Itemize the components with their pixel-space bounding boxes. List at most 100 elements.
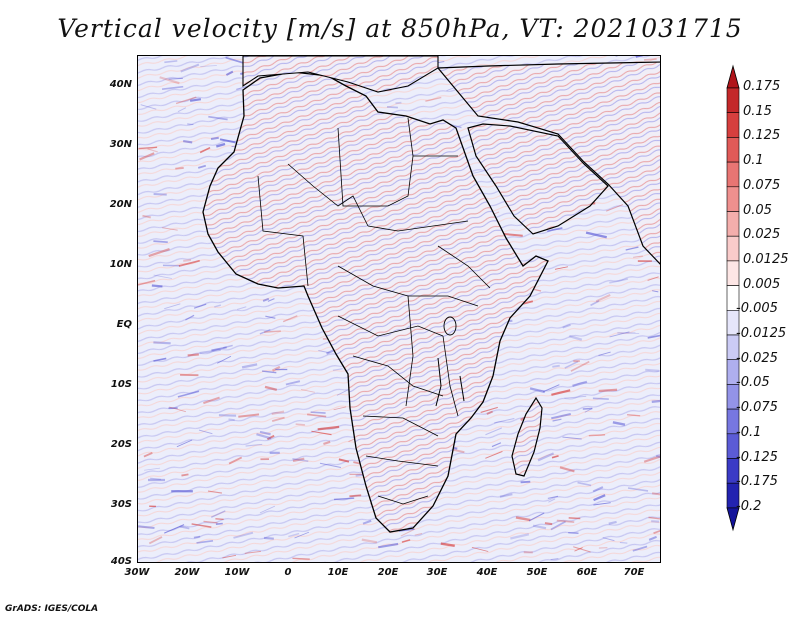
velocity-streak (193, 303, 207, 309)
velocity-streak (647, 334, 660, 339)
colorbar-tick-label: -0.025 (736, 350, 778, 366)
velocity-streak (211, 346, 227, 352)
velocity-streak (562, 436, 582, 440)
velocity-streak (266, 434, 275, 441)
velocity-streak (564, 360, 579, 369)
colorbar-swatch (726, 87, 740, 114)
velocity-streak (264, 385, 278, 391)
velocity-streak (491, 442, 502, 448)
velocity-streak (236, 306, 247, 310)
velocity-streak (598, 351, 611, 356)
velocity-streak (211, 510, 226, 518)
chart-title: Vertical velocity [m/s] at 850hPa, VT: 2… (57, 14, 743, 43)
velocity-streak (510, 533, 530, 540)
lon-label: 30E (426, 567, 448, 578)
velocity-streak (267, 298, 275, 302)
velocity-streak (282, 315, 298, 323)
velocity-streak (147, 148, 158, 153)
velocity-streak (310, 411, 326, 414)
velocity-streak (552, 418, 562, 422)
velocity-streak (153, 274, 172, 279)
velocity-streak (378, 542, 399, 549)
colorbar-tick-label: 0.05 (743, 202, 772, 218)
velocity-streak (494, 417, 515, 424)
velocity-streak (178, 259, 200, 267)
colorbar-swatch (726, 112, 740, 138)
velocity-streak (271, 416, 285, 422)
velocity-streak (183, 259, 192, 262)
lon-label: 40E (476, 567, 498, 578)
colorbar-tick-label: 0.005 (743, 276, 781, 292)
velocity-streak (515, 516, 531, 522)
lat-label: 40N (109, 79, 132, 90)
velocity-streak (203, 520, 218, 524)
velocity-streak (386, 106, 398, 109)
colorbar-tick-label: -0.075 (736, 400, 778, 416)
velocity-streak (225, 70, 234, 76)
velocity-streak (162, 227, 178, 231)
map-panel[interactable] (137, 55, 661, 563)
colorbar-swatches (726, 64, 740, 532)
lat-label: 30N (109, 139, 132, 150)
velocity-streak (559, 466, 575, 473)
velocity-streak (633, 255, 643, 258)
velocity-streak (532, 524, 547, 530)
velocity-streak (191, 523, 212, 528)
velocity-streak (181, 473, 189, 477)
velocity-streak (153, 357, 167, 362)
velocity-streak (222, 554, 237, 559)
velocity-streak (592, 486, 604, 493)
velocity-streak (179, 525, 190, 530)
velocity-streak (568, 532, 579, 534)
velocity-streak (595, 294, 611, 303)
colorbar (722, 62, 742, 562)
lon-label: 20E (377, 567, 399, 578)
velocity-streak (139, 152, 155, 161)
velocity-streak (626, 414, 641, 417)
velocity-streak (140, 104, 157, 110)
velocity-streak (215, 142, 226, 148)
velocity-streak (362, 519, 372, 525)
colorbar-tick-label: 0.0125 (743, 251, 789, 267)
velocity-streak (311, 430, 332, 436)
middle-east-asia (436, 61, 660, 265)
velocity-streak (547, 227, 563, 233)
velocity-streak (161, 85, 184, 90)
velocity-streak (332, 368, 343, 371)
velocity-streak (544, 522, 553, 526)
velocity-streak (295, 423, 305, 426)
velocity-streak (259, 505, 276, 514)
europe-coast (242, 56, 439, 93)
velocity-streak (395, 101, 402, 105)
velocity-streak (585, 231, 607, 239)
lon-label: 70E (623, 567, 645, 578)
velocity-streak (318, 350, 330, 354)
velocity-streak (323, 440, 331, 446)
velocity-streak (542, 384, 560, 393)
velocity-streak (175, 96, 197, 105)
velocity-streak (294, 531, 310, 539)
velocity-streak (612, 421, 626, 426)
velocity-streak (164, 60, 178, 64)
country-borders (257, 117, 491, 505)
velocity-streak (143, 452, 153, 458)
velocity-streak (520, 480, 531, 484)
velocity-streak (261, 370, 277, 374)
velocity-streak (271, 365, 281, 372)
velocity-streak (569, 335, 583, 341)
lake-malawi (459, 375, 465, 402)
lon-label: 20W (174, 567, 200, 578)
lon-label: 0 (284, 567, 292, 578)
velocity-streak (187, 353, 199, 357)
velocity-streak (523, 300, 534, 305)
lake-victoria (443, 316, 457, 336)
lon-label: 30W (124, 567, 150, 578)
velocity-streak (655, 454, 660, 459)
lon-label: 10E (327, 567, 349, 578)
velocity-streak (185, 314, 195, 321)
velocity-streak (400, 528, 416, 537)
colorbar-swatch (726, 186, 740, 212)
velocity-streak (199, 348, 221, 354)
velocity-streak (537, 452, 555, 462)
velocity-streak (547, 495, 559, 499)
